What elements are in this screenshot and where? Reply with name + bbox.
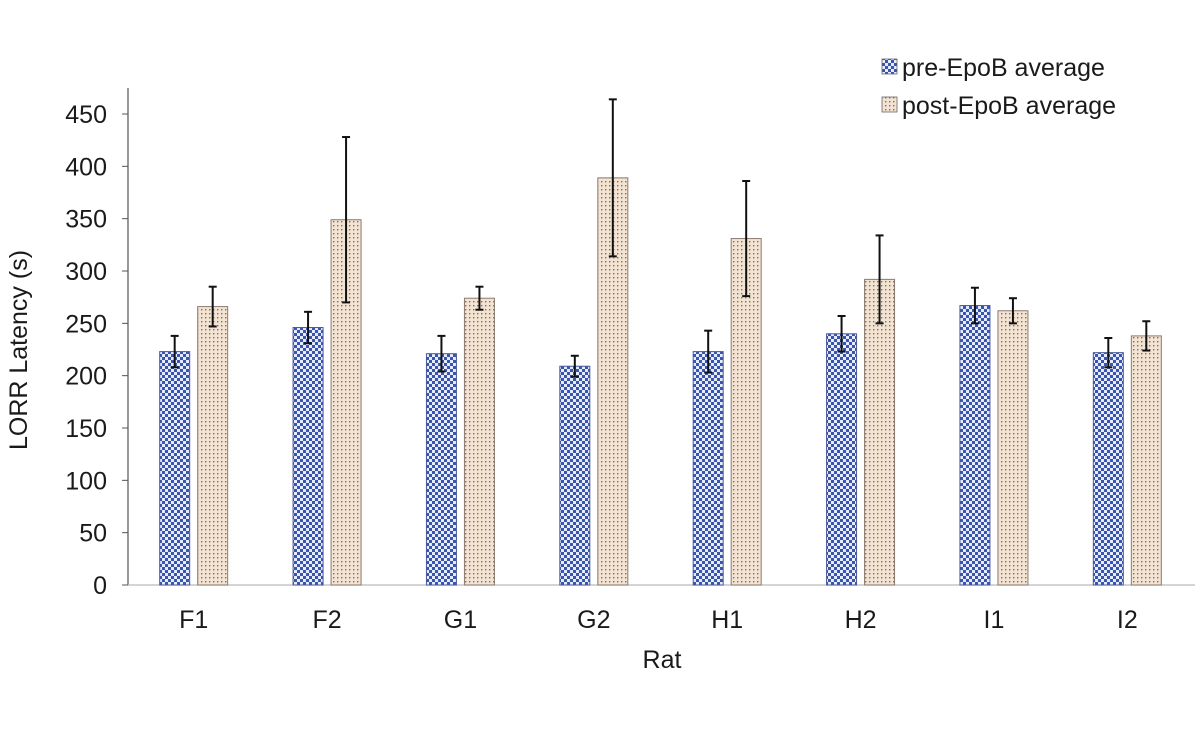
y-tick-label: 150 [65, 415, 107, 443]
y-tick-label: 250 [65, 310, 107, 338]
bar-I1-post [997, 310, 1029, 586]
x-tick-label: G1 [444, 606, 477, 634]
bar-H1-pre [692, 351, 724, 586]
bar-G2-pre [559, 365, 591, 586]
x-axis-label: Rat [643, 646, 682, 674]
y-tick-label: 400 [65, 153, 107, 181]
x-tick-label: F1 [179, 606, 208, 634]
axes: 0 50 100 150 200 250 300 350 400 450 F1 F2 G1 G2 H1 H2 I… [65, 88, 1195, 634]
legend-label-pre: pre-EpoB average [902, 54, 1105, 82]
bar-F1-post [197, 306, 229, 586]
error-bars [170, 98, 1151, 378]
x-tick-label: F2 [312, 606, 341, 634]
x-tick-label: H2 [845, 606, 877, 634]
x-tick-label: I1 [984, 606, 1005, 634]
bar-G1-post [463, 297, 495, 586]
legend: pre-EpoB average post-EpoB average [881, 54, 1116, 120]
bar-I2-post [1130, 335, 1162, 586]
y-tick-label: 450 [65, 101, 107, 129]
y-tick-label: 0 [93, 572, 107, 600]
x-tick-label: H1 [711, 606, 743, 634]
y-axis-label: LORR Latency (s) [5, 250, 33, 450]
legend-swatch-pre [881, 58, 898, 75]
bar-H2-pre [826, 333, 858, 586]
x-tick-label: G2 [577, 606, 610, 634]
y-tick-label: 350 [65, 206, 107, 234]
bar-F2-pre [292, 327, 324, 586]
bar-H2-post [864, 278, 896, 586]
legend-swatch-post [881, 96, 898, 113]
y-tick-label: 50 [79, 520, 107, 548]
y-tick-label: 100 [65, 467, 107, 495]
y-tick-label: 300 [65, 258, 107, 286]
legend-label-post: post-EpoB average [902, 92, 1116, 120]
bar-F1-pre [159, 351, 191, 586]
x-tick-label: I2 [1117, 606, 1138, 634]
bar-G1-pre [425, 353, 457, 586]
bar-I2-pre [1092, 352, 1124, 586]
bar-I1-pre [959, 305, 991, 586]
bars [159, 177, 1162, 586]
y-tick-label: 200 [65, 363, 107, 391]
